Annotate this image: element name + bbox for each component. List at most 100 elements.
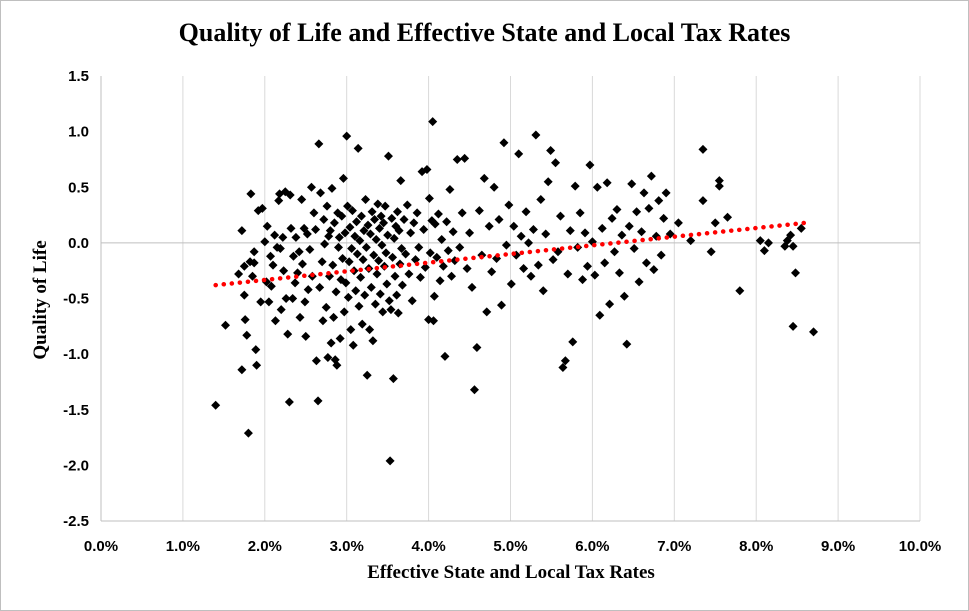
data-point xyxy=(329,312,339,322)
data-point xyxy=(374,256,384,266)
data-point xyxy=(624,221,634,231)
data-point xyxy=(388,374,398,384)
data-point xyxy=(239,261,249,271)
data-point xyxy=(710,218,720,228)
data-point xyxy=(404,269,414,279)
data-point xyxy=(305,245,315,255)
data-point xyxy=(457,208,467,218)
data-point xyxy=(585,160,595,170)
data-point xyxy=(437,235,447,245)
data-point xyxy=(763,238,773,248)
data-point xyxy=(759,246,769,256)
data-point xyxy=(242,330,252,340)
data-point xyxy=(592,182,602,192)
data-point xyxy=(489,182,499,192)
data-point xyxy=(365,229,375,239)
data-point xyxy=(528,225,538,235)
data-point xyxy=(390,271,400,281)
data-point xyxy=(334,242,344,252)
data-point xyxy=(240,315,250,325)
data-point xyxy=(288,294,298,303)
data-point xyxy=(424,193,434,203)
data-point xyxy=(260,237,270,247)
data-point xyxy=(612,205,622,214)
data-point xyxy=(301,331,311,341)
data-point xyxy=(266,281,276,291)
data-point xyxy=(419,225,429,235)
data-point xyxy=(447,271,457,281)
data-point xyxy=(548,255,558,265)
data-point xyxy=(306,182,316,192)
data-point xyxy=(363,220,373,230)
data-point xyxy=(432,252,442,262)
data-point xyxy=(533,260,543,270)
chart-title: Quality of Life and Effective State and … xyxy=(178,18,791,47)
data-point xyxy=(649,265,659,275)
data-point xyxy=(524,238,534,248)
data-point xyxy=(465,228,475,238)
data-point xyxy=(393,308,403,318)
data-point xyxy=(368,336,378,346)
data-point xyxy=(360,290,370,300)
data-point xyxy=(369,250,379,260)
y-tick-label: -0.5 xyxy=(63,291,89,308)
data-point xyxy=(646,171,656,181)
data-point xyxy=(637,227,647,237)
trendline xyxy=(213,220,808,288)
y-tick-label: 1.0 xyxy=(68,124,89,141)
data-point xyxy=(546,146,556,156)
data-point xyxy=(443,246,453,256)
data-point xyxy=(309,208,319,218)
data-point xyxy=(555,211,565,221)
data-point xyxy=(735,286,745,296)
y-tick-labels: 1.5 1.0 0.5 0.0 -0.5 -1.0 -1.5 -2.0 -2.5 xyxy=(63,68,89,530)
data-point xyxy=(341,278,351,288)
data-point xyxy=(415,272,425,282)
data-point xyxy=(442,217,452,227)
data-point xyxy=(511,250,521,260)
data-point xyxy=(479,173,489,183)
data-point xyxy=(319,215,329,225)
data-point xyxy=(420,262,430,272)
data-point xyxy=(281,294,291,303)
data-point xyxy=(374,223,384,233)
data-point xyxy=(366,282,376,292)
data-points xyxy=(211,117,819,466)
data-point xyxy=(297,194,307,204)
data-point xyxy=(698,196,708,206)
data-point xyxy=(211,400,221,410)
data-point xyxy=(291,232,301,242)
data-point xyxy=(376,211,386,221)
data-point xyxy=(358,255,368,265)
data-point xyxy=(353,143,363,153)
data-point xyxy=(686,236,696,246)
data-point xyxy=(521,207,531,217)
data-point xyxy=(303,285,313,295)
data-point xyxy=(383,151,393,161)
data-point xyxy=(536,194,546,204)
data-point xyxy=(659,213,669,223)
data-point xyxy=(619,291,629,301)
data-point xyxy=(438,261,448,271)
data-point xyxy=(361,194,371,204)
data-point xyxy=(597,223,607,233)
data-point xyxy=(755,236,765,246)
data-point xyxy=(338,253,348,263)
data-point xyxy=(278,232,288,242)
data-point xyxy=(499,138,509,148)
data-point xyxy=(290,278,300,288)
data-point xyxy=(328,260,338,270)
data-point xyxy=(448,227,458,237)
data-point xyxy=(371,235,381,245)
data-point xyxy=(270,230,280,240)
data-point xyxy=(379,218,389,228)
data-point xyxy=(339,307,349,317)
data-point xyxy=(276,305,286,315)
data-point xyxy=(375,289,385,299)
data-point xyxy=(302,229,312,239)
data-point xyxy=(318,316,328,326)
data-point xyxy=(582,261,592,271)
data-point xyxy=(350,231,360,241)
data-point xyxy=(788,241,798,251)
